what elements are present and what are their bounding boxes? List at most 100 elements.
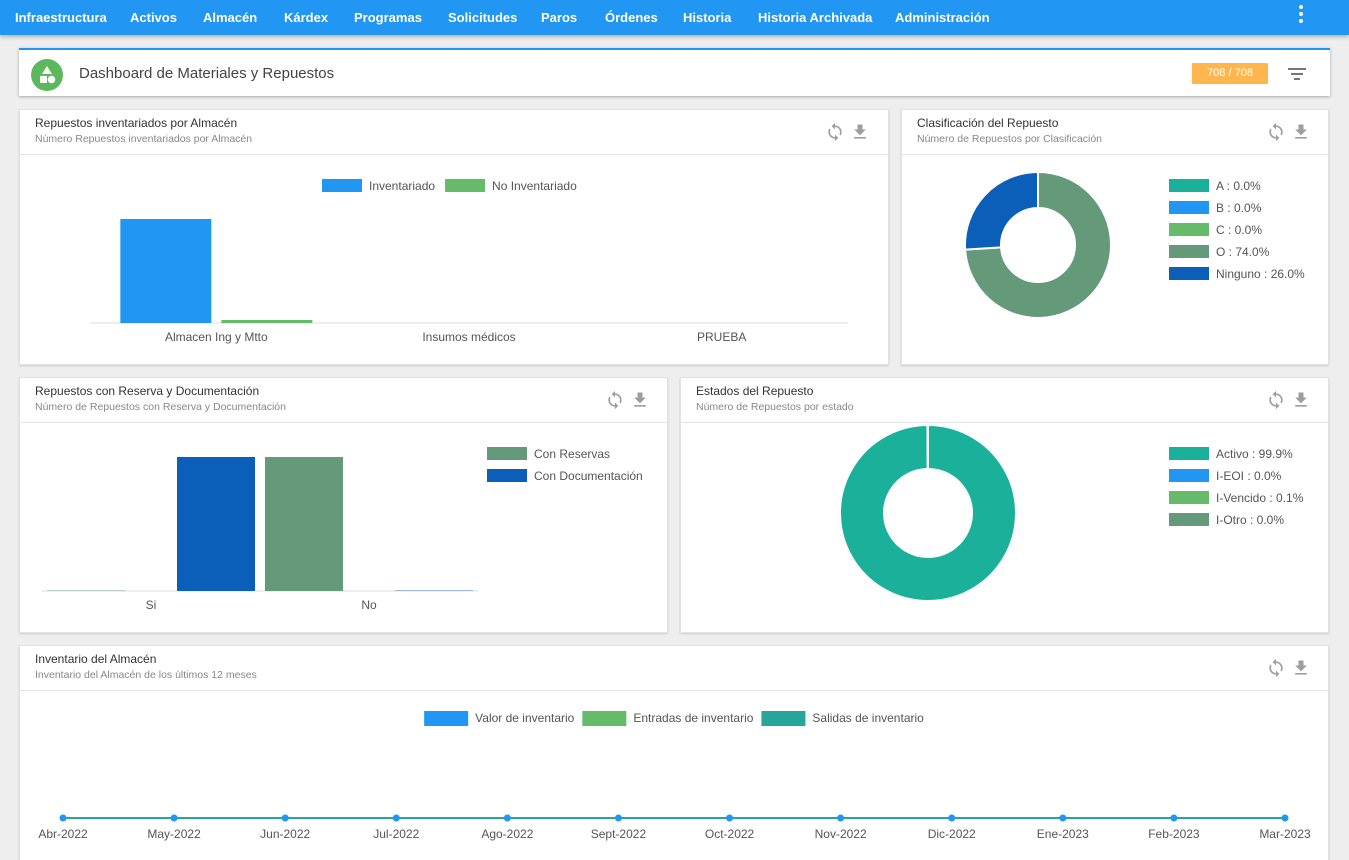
x-tick-label: Almacen Ing y Mtto [165,330,268,344]
nav-item-infraestructura[interactable]: Infraestructura [15,10,107,25]
card-repuestos-por-almacen: Repuestos inventariados por Almacén Núme… [19,109,889,365]
download-icon[interactable] [1291,390,1311,410]
x-tick-label: Jul-2022 [373,827,419,841]
legend-label-0: Valor de inventario [475,711,574,725]
refresh-icon[interactable] [1266,658,1286,678]
data-point-3 [392,814,400,822]
nav-item-solicitudes[interactable]: Solicitudes [448,10,518,25]
nav-item-paros[interactable]: Paros [541,10,578,25]
legend-label-0: Activo : 99.9% [1216,447,1293,461]
card-divider [20,422,667,423]
x-tick-label: Insumos médicos [422,330,515,344]
data-point-7 [837,814,845,822]
data-point-6 [726,814,734,822]
x-tick-label: Ene-2023 [1037,827,1089,841]
line-chart-inventario: Valor de inventario Entradas de inventari… [38,711,1311,841]
data-point-1 [170,814,178,822]
data-point-10 [1170,814,1178,822]
refresh-icon[interactable] [825,122,845,142]
data-point-11 [1281,814,1289,822]
pie-slice-2 [926,423,929,471]
card-title: Repuestos con Reserva y Documentación [35,384,260,398]
bar-0-1 [221,320,313,323]
dashboard-header: Dashboard de Materiales y Repuestos 708 … [19,48,1330,96]
card-divider [681,422,1328,423]
bar-chart-almacen: Inventariado No Inventariado Almacen Ing y… [90,179,848,344]
download-icon[interactable] [1291,122,1311,142]
nav-item-almacen[interactable]: Almacén [203,10,258,25]
x-tick-label: Sept-2022 [591,827,647,841]
card-divider [20,154,888,155]
card-title: Clasificación del Repuesto [917,116,1059,130]
refresh-icon[interactable] [1266,122,1286,142]
nav-item-historia[interactable]: Historia [683,10,732,25]
x-tick-label: Nov-2022 [815,827,867,841]
x-tick-label: Si [146,598,157,612]
x-tick-label: Dic-2022 [928,827,976,841]
count-badge: 708 / 708 [1192,63,1268,84]
legend-swatch-3 [1169,245,1209,258]
legend-label-2: Salidas de inventario [812,711,924,725]
card-clasificacion-repuesto: Clasificación del Repuesto Número de Rep… [901,109,1329,365]
pie-slice-0 [839,423,1017,602]
download-icon[interactable] [850,122,870,142]
kebab-menu-icon[interactable] [1291,5,1311,27]
nav-item-administracion[interactable]: Administración [895,10,990,25]
filter-icon[interactable] [1287,66,1307,82]
pie-slice-3 [964,170,1112,319]
legend-label-1: I-EOI : 0.0% [1216,469,1282,483]
legend-swatch-0 [1169,179,1209,192]
nav-item-activos[interactable]: Activos [130,10,177,25]
bar-chart-reserva: Con Reservas Con Documentación Si No [42,447,643,612]
x-tick-label: Abr-2022 [38,827,88,841]
bar-0-1 [177,457,255,591]
card-estados-repuesto: Estados del Repuesto Número de Repuestos… [680,377,1329,633]
card-subtitle: Número de Repuestos por Clasificación [917,133,1103,145]
page-title: Dashboard de Materiales y Repuestos [79,65,335,82]
legend-label-4: Ninguno : 26.0% [1216,267,1305,281]
card-inventario-almacen: Inventario del Almacén Inventario del Al… [19,645,1329,860]
card-title: Estados del Repuesto [696,384,814,398]
x-tick-label: PRUEBA [697,330,746,344]
legend-label-1: B : 0.0% [1216,201,1262,215]
download-icon[interactable] [1291,658,1311,678]
card-subtitle: Número de Repuestos con Reserva y Docume… [35,401,286,413]
nav-item-kardex[interactable]: Kárdex [284,10,329,25]
data-point-0 [59,814,67,822]
legend-swatch-1 [582,711,627,726]
legend-swatch-0 [424,711,469,726]
card-subtitle: Inventario del Almacén de los últimos 12… [35,669,257,681]
pie-slice-4 [964,170,1039,251]
legend-swatch-4 [1169,267,1209,280]
legend-label-2: C : 0.0% [1216,223,1262,237]
nav-item-historia-archivada[interactable]: Historia Archivada [758,10,873,25]
legend-label-1: Entradas de inventario [633,711,753,725]
card-reserva-documentacion: Repuestos con Reserva y Documentación Nú… [19,377,668,633]
refresh-icon[interactable] [605,390,625,410]
card-title: Repuestos inventariados por Almacén [35,116,238,130]
refresh-icon[interactable] [1266,390,1286,410]
nav-item-ordenes[interactable]: Órdenes [605,10,658,25]
legend-swatch-2 [1169,223,1209,236]
legend-swatch-1 [487,469,527,482]
legend-swatch-0 [322,179,362,192]
data-point-4 [503,814,511,822]
download-icon[interactable] [630,390,650,410]
top-navigation-bar: Infraestructura Activos Almacén Kárdex P… [0,0,1349,35]
legend-swatch-0 [487,447,527,460]
legend-label-0: Inventariado [369,179,435,193]
card-divider [902,154,1328,155]
card-title: Inventario del Almacén [35,652,157,666]
bar-1-0 [265,457,343,591]
x-tick-label: May-2022 [147,827,201,841]
legend-swatch-2 [761,711,806,726]
data-point-2 [281,814,289,822]
donut-chart-estados: Activo : 99.9% I-EOI : 0.0% I-Vencido : 0.… [839,423,1304,602]
data-point-9 [1059,814,1067,822]
x-tick-label: No [361,598,377,612]
shapes-logo-icon [31,59,63,91]
nav-item-programas[interactable]: Programas [354,10,422,25]
legend-swatch-1 [1169,201,1209,214]
card-divider [20,690,1328,691]
x-tick-label: Ago-2022 [481,827,533,841]
